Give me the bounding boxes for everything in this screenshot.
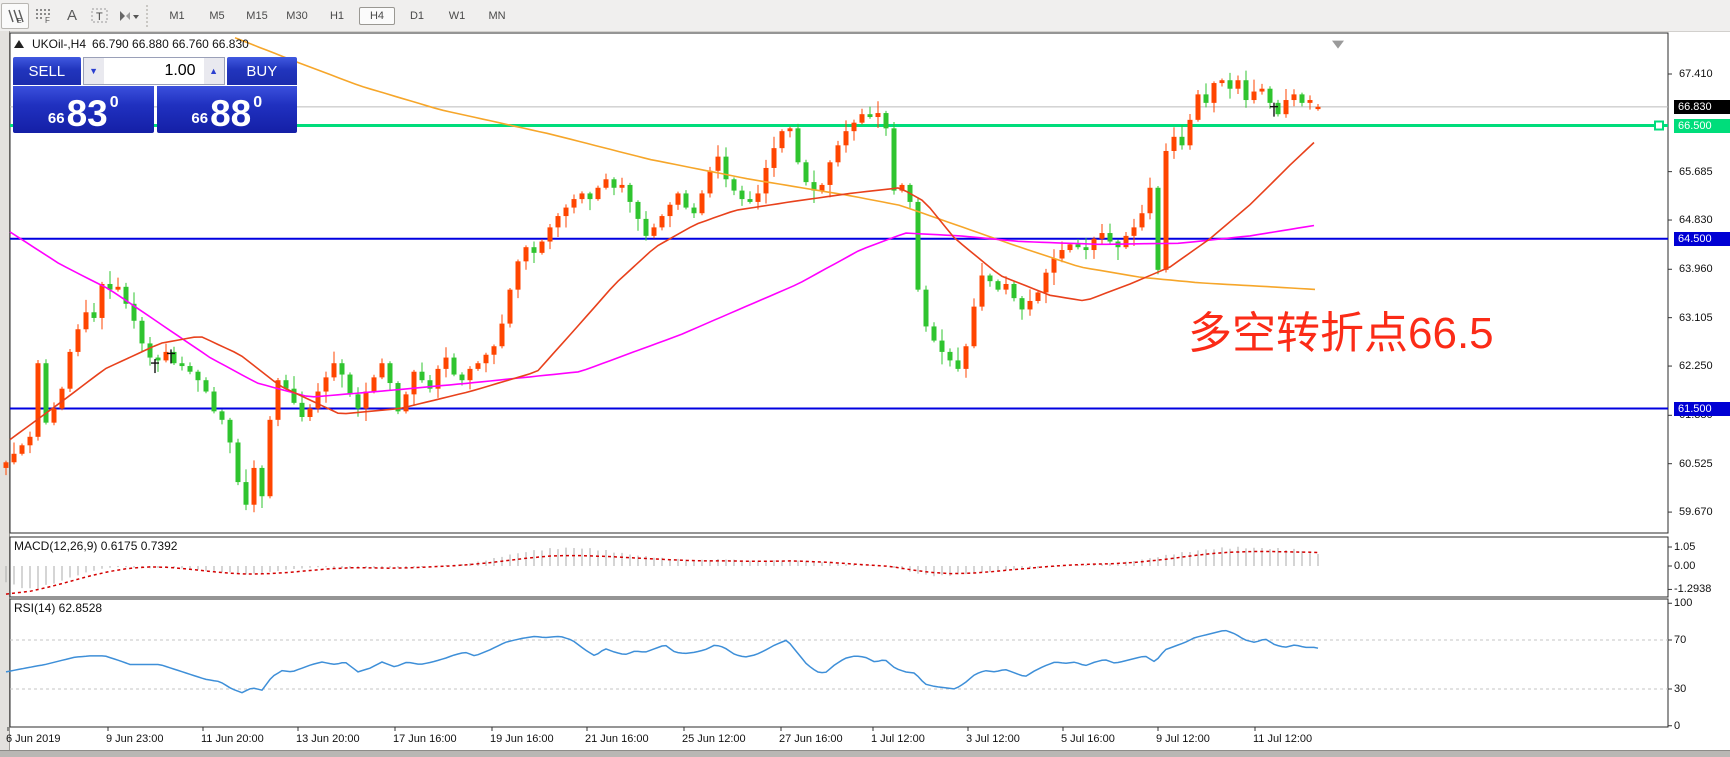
price-tick-label: 59.670 [1679, 506, 1713, 518]
ask-quote[interactable]: 66 88 0 [156, 86, 297, 134]
price-badge: 66.830 [1674, 100, 1730, 114]
price-badge: 66.500 [1674, 119, 1730, 133]
timeframe-button-h1[interactable]: H1 [329, 9, 345, 22]
time-axis-label: 9 Jul 12:00 [1156, 733, 1210, 745]
one-click-trade-panel: SELL ▼ 1.00 ▲ BUY 66 83 0 66 88 0 [13, 57, 297, 133]
grid-f-icon[interactable]: F [31, 4, 57, 28]
buy-button[interactable]: BUY [226, 57, 297, 85]
ask-sup-digit: 0 [253, 94, 263, 111]
rsi-axis-label: 0 [1674, 720, 1681, 732]
rsi-axis-label: 70 [1674, 634, 1687, 646]
time-axis-label: 1 Jul 12:00 [871, 733, 925, 745]
time-axis-label: 3 Jul 12:00 [966, 733, 1020, 745]
timeframe-button-mn[interactable]: MN [488, 9, 506, 22]
macd-label: MACD(12,26,9) 0.6175 0.7392 [14, 539, 178, 553]
text-box-icon[interactable]: T [87, 4, 113, 28]
timeframe-button-m1[interactable]: M1 [169, 9, 185, 22]
price-badge: 64.500 [1674, 232, 1730, 246]
ohlc-values: 66.790 66.880 66.760 66.830 [92, 37, 249, 51]
rsi-axis-label: 30 [1674, 683, 1687, 695]
bid-big-digits: 83 [66, 92, 108, 134]
price-tick-label: 63.960 [1679, 263, 1713, 275]
bid-prefix: 66 [47, 110, 65, 127]
trade-marker-icon [1270, 102, 1278, 117]
toolbar: E F A T [0, 0, 1730, 32]
hline-handle[interactable] [1654, 120, 1664, 131]
price-tick-label: 64.830 [1679, 214, 1713, 226]
chart-text-annotation[interactable]: 多空转折点66.5 [1188, 309, 1494, 358]
price-tick-label: 60.525 [1679, 458, 1713, 470]
time-axis-label: 19 Jun 16:00 [490, 733, 554, 745]
bid-quote[interactable]: 66 83 0 [13, 86, 154, 133]
lot-decrease-button[interactable]: ▼ [83, 58, 104, 84]
lot-increase-button[interactable]: ▲ [203, 58, 224, 84]
timeframe-button-h4[interactable]: H4 [359, 6, 395, 25]
rsi-axis-label: 100 [1674, 597, 1693, 609]
toolbar-separator [146, 4, 153, 27]
text-label-icon[interactable]: A [66, 7, 77, 24]
symbol-label: UKOil-,H4 [32, 37, 87, 51]
time-axis-label: 9 Jun 23:00 [106, 733, 164, 745]
time-axis-label: 25 Jun 12:00 [682, 733, 746, 745]
price-badge: 61.500 [1674, 402, 1730, 416]
macd-axis-label: -1.2938 [1674, 583, 1712, 595]
ask-prefix: 66 [191, 110, 209, 127]
trade-marker-icon [167, 349, 175, 364]
svg-text:F: F [45, 16, 50, 24]
price-tick-label: 63.105 [1679, 312, 1713, 324]
lot-size-box: ▼ 1.00 ▲ [82, 57, 225, 85]
time-axis-label: 11 Jul 12:00 [1253, 733, 1313, 745]
timeframe-button-m5[interactable]: M5 [209, 9, 225, 22]
timeframe-button-m15[interactable]: M15 [246, 9, 268, 22]
time-axis-label: 11 Jun 20:00 [201, 733, 264, 745]
price-tick-label: 67.410 [1679, 68, 1713, 80]
ask-big-digits: 88 [210, 92, 252, 134]
timeframe-button-w1[interactable]: W1 [448, 9, 466, 22]
collapse-triangle-icon[interactable] [14, 40, 24, 48]
status-strip [0, 750, 1730, 757]
svg-text:E: E [17, 18, 22, 24]
bid-sup-digit: 0 [109, 94, 119, 111]
macd-axis-label: 0.00 [1674, 560, 1696, 572]
time-axis-label: 27 Jun 16:00 [779, 733, 843, 745]
shapes-icon[interactable] [115, 4, 141, 28]
price-tick-label: 65.685 [1679, 166, 1713, 178]
macd-axis-label: 1.05 [1674, 541, 1696, 553]
timeframe-buttons: M1 M5 M15 M30 H1 H4 D1 W1 MN [157, 6, 517, 25]
lot-size-value[interactable]: 1.00 [103, 58, 204, 84]
time-axis-label: 5 Jul 16:00 [1061, 733, 1115, 745]
trade-marker-icon [151, 359, 159, 374]
arrow-down-marker-icon [1332, 40, 1344, 49]
timeframe-button-m30[interactable]: M30 [286, 9, 308, 22]
time-axis-label: 21 Jun 16:00 [585, 733, 649, 745]
time-axis-label: 6 Jun 2019 [6, 733, 61, 745]
time-axis-label: 13 Jun 20:00 [296, 733, 360, 745]
rsi-label: RSI(14) 62.8528 [14, 601, 103, 615]
price-tick-label: 62.250 [1679, 360, 1713, 372]
chart-title: UKOil-,H4 66.790 66.880 66.760 66.830 [14, 37, 249, 51]
chart-mode-icon[interactable]: E [1, 2, 29, 29]
svg-text:T: T [96, 11, 103, 23]
time-axis-label: 17 Jun 16:00 [393, 733, 457, 745]
timeframe-button-d1[interactable]: D1 [409, 9, 425, 22]
sell-button[interactable]: SELL [13, 57, 81, 85]
